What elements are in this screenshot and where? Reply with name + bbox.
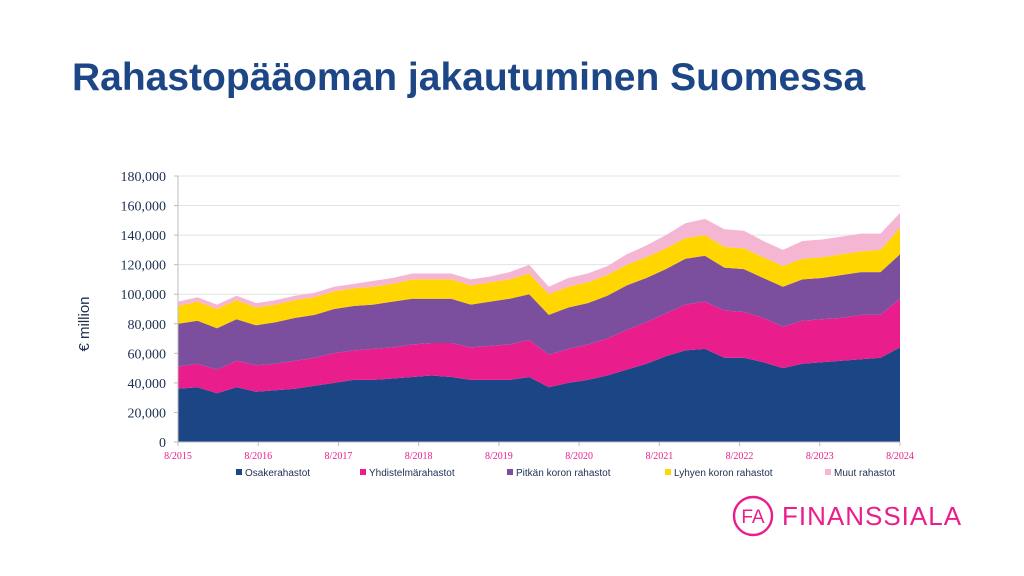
y-tick-label: 80,000 [128, 318, 167, 333]
legend-swatch [507, 469, 513, 475]
x-tick-label: 8/2018 [405, 451, 433, 462]
logo-text: FINANSSIALA [782, 500, 963, 531]
x-tick-label: 8/2016 [244, 451, 272, 462]
finanssiala-logo: FA FINANSSIALA [732, 495, 962, 537]
legend-label: Osakerahastot [245, 468, 310, 479]
page-title: Rahastopääoman jakautuminen Suomessa [72, 56, 866, 99]
fa-logo-icon: FA [732, 495, 774, 537]
legend-label: Lyhyen koron rahastot [674, 468, 773, 479]
y-tick-label: 40,000 [128, 377, 167, 392]
legend-swatch [360, 469, 366, 475]
y-tick-label: 60,000 [128, 347, 167, 362]
area-series-4 [178, 227, 900, 329]
y-tick-label: 140,000 [121, 229, 167, 244]
y-tick-label: 160,000 [121, 200, 167, 215]
area-series-1 [178, 347, 900, 442]
area-series-2 [178, 298, 900, 394]
x-tick-label: 8/2019 [485, 451, 513, 462]
x-tick-label: 8/2023 [806, 451, 834, 462]
x-tick-label: 8/2017 [325, 451, 353, 462]
x-tick-label: 8/2015 [164, 451, 192, 462]
y-tick-label: 180,000 [121, 170, 167, 185]
legend-swatch [825, 469, 831, 475]
legend-swatch [665, 469, 671, 475]
area-series-3 [178, 254, 900, 370]
y-axis-label: € million [76, 296, 93, 351]
y-tick-label: 0 [159, 436, 166, 451]
y-tick-label: 20,000 [128, 406, 167, 421]
svg-text:FA: FA [741, 507, 765, 528]
legend-label: Muut rahastot [834, 468, 895, 479]
y-tick-label: 120,000 [121, 259, 167, 274]
x-tick-label: 8/2024 [886, 451, 914, 462]
x-tick-label: 8/2022 [726, 451, 754, 462]
x-tick-label: 8/2021 [645, 451, 673, 462]
x-tick-label: 8/2020 [565, 451, 593, 462]
legend-swatch [236, 469, 242, 475]
legend-label: Pitkän koron rahastot [516, 468, 611, 479]
legend-label: Yhdistelmärahastot [369, 468, 455, 479]
y-tick-label: 100,000 [121, 288, 167, 303]
area-series-5 [178, 212, 900, 309]
